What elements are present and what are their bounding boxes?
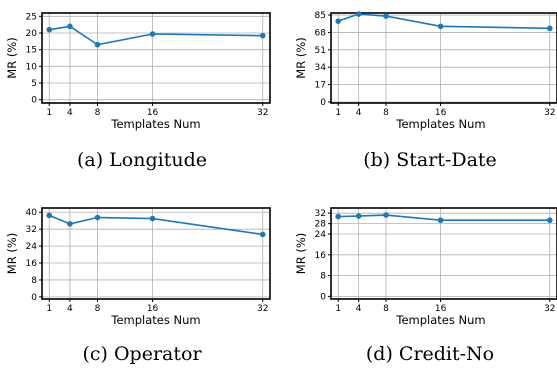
y-axis-label: MR (%) [294,37,308,78]
chart-panel-2: 1 4 8 16 32 0 8 16 24 32 40 Templates Num MR (%) (c) … [5,207,271,365]
data-point [67,23,73,30]
data-point [437,217,444,224]
data-point [547,217,553,224]
panel-caption: (c) Operator [82,343,202,365]
data-point [355,11,362,17]
y-axis-label: MR (%) [5,233,19,274]
data-point [259,231,266,238]
y-tick-label: 34 [315,63,327,73]
x-tick-label: 1 [335,108,341,118]
y-tick-label: 0 [31,96,37,106]
y-tick-label: 25 [26,12,37,22]
y-tick-label: 17 [315,81,326,91]
data-point [335,213,341,220]
data-point [335,18,341,24]
x-tick-label: 4 [67,304,73,314]
series-line [338,214,550,222]
data-point [67,221,73,227]
x-tick-label: 1 [46,108,52,118]
series-line [337,13,550,30]
y-axis-label: MR (%) [294,233,308,274]
data-point [149,31,156,37]
plot-frame [330,12,557,104]
x-tick-label: 32 [257,304,268,314]
y-tick-label: 0 [320,98,326,108]
panel-caption: (b) Start-Date [363,149,497,171]
y-tick-label: 68 [315,28,327,38]
data-point [94,214,101,221]
y-tick-label: 0 [320,292,326,302]
plot-frame [41,207,271,300]
x-tick-label: 4 [67,108,73,118]
y-tick-label: 8 [31,276,37,286]
y-tick-label: 0 [31,293,37,303]
x-tick-label: 32 [544,108,555,118]
x-tick-label: 16 [435,304,447,314]
y-tick-label: 32 [315,209,326,219]
x-axis-label: Templates Num [395,313,485,327]
panel-caption: (a) Longitude [77,149,207,171]
x-tick-label: 16 [147,304,159,314]
series-line [48,214,263,236]
x-tick-label: 1 [46,304,52,314]
x-tick-label: 4 [356,108,362,118]
data-point [355,213,362,219]
x-axis-label: Templates Num [395,117,485,131]
data-point [547,25,553,32]
y-axis-label: MR (%) [5,37,19,78]
x-tick-label: 8 [95,304,101,314]
series-line [49,25,263,46]
x-tick-label: 16 [435,108,447,118]
x-axis-label: Templates Num [110,313,200,327]
y-tick-label: 32 [26,225,37,235]
x-axis-label: Templates Num [110,117,200,131]
panel-caption: (d) Credit-No [366,343,494,365]
y-tick-label: 28 [315,220,327,230]
data-point [94,41,101,48]
data-point [149,215,156,222]
data-point [437,23,444,30]
data-point [259,32,266,39]
x-tick-label: 8 [95,108,101,118]
x-tick-label: 16 [147,108,159,118]
y-tick-label: 20 [26,29,38,39]
plot-frame [41,12,271,104]
y-tick-label: 5 [31,79,37,89]
y-tick-label: 51 [315,46,326,56]
y-tick-label: 16 [26,259,38,269]
data-point [383,212,389,218]
y-tick-label: 85 [315,11,326,21]
chart-panel-1: 1 4 8 16 32 0 17 34 51 68 85 Templates Num MR (%) (b)… [294,11,557,171]
plot-frame [330,207,557,300]
x-tick-label: 8 [383,108,389,118]
x-tick-label: 32 [257,108,268,118]
x-tick-label: 32 [544,304,555,314]
x-tick-label: 8 [383,304,389,314]
y-tick-label: 16 [315,251,327,261]
y-tick-label: 40 [26,208,38,218]
y-tick-label: 10 [26,62,38,72]
y-tick-label: 8 [320,272,326,282]
x-tick-label: 4 [356,304,362,314]
y-tick-label: 24 [26,242,38,252]
chart-panel-0: 1 4 8 16 32 0 5 10 15 20 25 Templates Num MR (%) (a) … [5,12,271,171]
y-tick-label: 24 [315,230,327,240]
data-point [46,26,53,33]
data-point [46,212,53,219]
data-point [383,13,389,19]
y-tick-label: 15 [26,46,37,56]
x-tick-label: 1 [335,304,341,314]
